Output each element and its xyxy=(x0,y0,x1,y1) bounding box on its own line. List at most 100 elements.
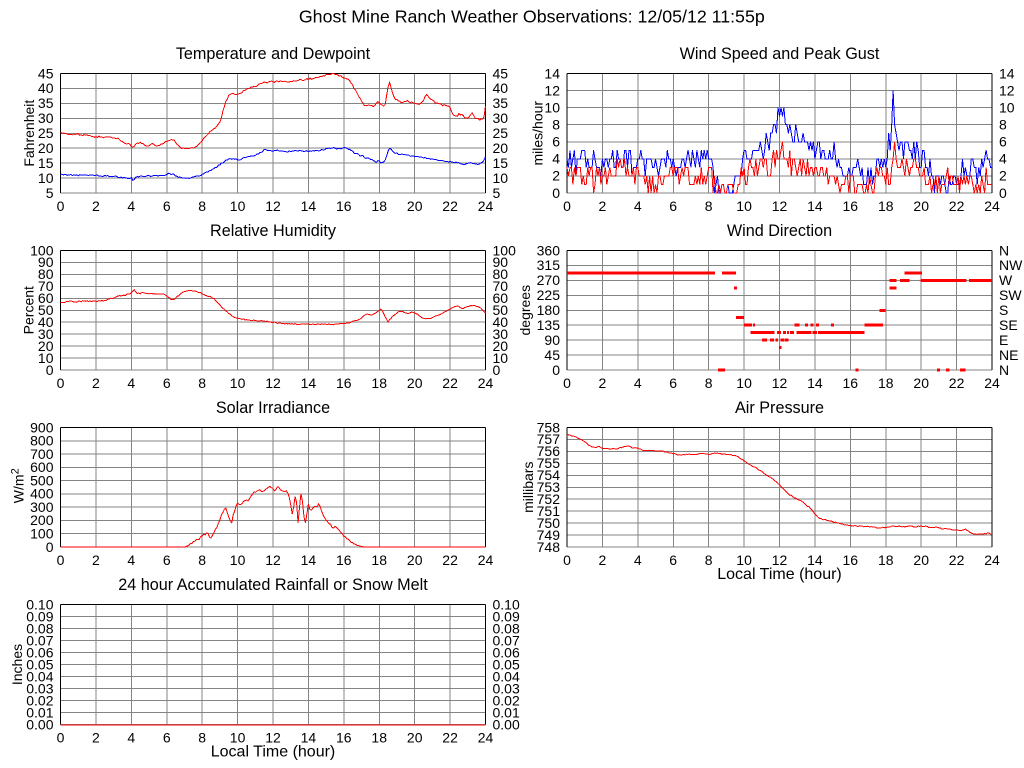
svg-text:35: 35 xyxy=(38,95,54,111)
svg-text:0.02: 0.02 xyxy=(26,692,53,708)
svg-text:20: 20 xyxy=(38,140,54,156)
svg-text:8: 8 xyxy=(198,198,206,214)
svg-text:24: 24 xyxy=(984,375,1000,391)
svg-text:22: 22 xyxy=(949,552,965,568)
svg-text:0.04: 0.04 xyxy=(493,668,520,684)
svg-text:2: 2 xyxy=(552,168,560,184)
svg-text:5: 5 xyxy=(46,185,54,201)
svg-text:40: 40 xyxy=(493,314,509,330)
svg-text:0: 0 xyxy=(999,185,1007,201)
svg-text:degrees: degrees xyxy=(517,285,533,336)
svg-text:22: 22 xyxy=(442,375,458,391)
svg-text:20: 20 xyxy=(407,730,423,746)
svg-text:90: 90 xyxy=(544,332,560,348)
svg-text:0: 0 xyxy=(46,539,54,555)
svg-text:Wind Speed and Peak Gust: Wind Speed and Peak Gust xyxy=(680,45,880,63)
svg-text:45: 45 xyxy=(544,347,560,363)
svg-text:10: 10 xyxy=(230,552,246,568)
svg-text:10: 10 xyxy=(999,99,1015,115)
svg-text:12: 12 xyxy=(265,198,281,214)
svg-text:SE: SE xyxy=(999,317,1018,333)
svg-text:16: 16 xyxy=(336,730,352,746)
svg-text:8: 8 xyxy=(999,117,1007,133)
svg-text:14: 14 xyxy=(301,730,317,746)
svg-text:4: 4 xyxy=(552,151,560,167)
svg-text:14: 14 xyxy=(544,65,560,81)
svg-text:12: 12 xyxy=(772,198,788,214)
svg-text:22: 22 xyxy=(442,198,458,214)
svg-text:6: 6 xyxy=(163,730,171,746)
svg-text:2: 2 xyxy=(92,730,100,746)
svg-text:16: 16 xyxy=(843,198,859,214)
svg-text:30: 30 xyxy=(38,326,54,342)
svg-text:12: 12 xyxy=(772,375,788,391)
svg-text:N: N xyxy=(999,242,1009,258)
svg-text:E: E xyxy=(999,332,1008,348)
svg-text:50: 50 xyxy=(493,302,509,318)
svg-text:20: 20 xyxy=(38,338,54,354)
svg-text:8: 8 xyxy=(198,730,206,746)
svg-text:millibars: millibars xyxy=(520,462,536,513)
svg-text:40: 40 xyxy=(493,80,509,96)
svg-text:8: 8 xyxy=(705,375,713,391)
svg-text:80: 80 xyxy=(493,266,509,282)
svg-text:12: 12 xyxy=(265,552,281,568)
svg-text:12: 12 xyxy=(999,82,1015,98)
svg-text:35: 35 xyxy=(493,95,509,111)
svg-text:10: 10 xyxy=(493,350,509,366)
svg-text:200: 200 xyxy=(30,512,54,528)
svg-text:30: 30 xyxy=(493,110,509,126)
svg-text:45: 45 xyxy=(38,65,54,81)
svg-text:20: 20 xyxy=(913,375,929,391)
svg-text:20: 20 xyxy=(407,198,423,214)
svg-text:60: 60 xyxy=(38,290,54,306)
svg-text:0.08: 0.08 xyxy=(26,620,53,636)
svg-text:300: 300 xyxy=(30,499,54,515)
svg-text:8: 8 xyxy=(198,375,206,391)
svg-text:0: 0 xyxy=(563,375,571,391)
svg-text:Temperature and Dewpoint: Temperature and Dewpoint xyxy=(176,45,371,63)
svg-text:6: 6 xyxy=(999,134,1007,150)
svg-text:10: 10 xyxy=(38,350,54,366)
svg-text:0.10: 0.10 xyxy=(26,596,53,612)
svg-text:0.06: 0.06 xyxy=(26,644,53,660)
svg-text:Ghost Mine Ranch Weather Obser: Ghost Mine Ranch Weather Observations: 1… xyxy=(299,7,765,27)
svg-text:0.10: 0.10 xyxy=(493,596,520,612)
svg-text:8: 8 xyxy=(198,552,206,568)
svg-text:14: 14 xyxy=(301,198,317,214)
svg-text:8: 8 xyxy=(552,117,560,133)
svg-text:14: 14 xyxy=(301,552,317,568)
svg-text:15: 15 xyxy=(493,155,509,171)
svg-text:S: S xyxy=(999,302,1008,318)
svg-text:600: 600 xyxy=(30,459,54,475)
svg-text:70: 70 xyxy=(38,278,54,294)
svg-text:18: 18 xyxy=(878,552,894,568)
svg-text:800: 800 xyxy=(30,433,54,449)
svg-text:749: 749 xyxy=(537,527,561,543)
svg-text:2: 2 xyxy=(92,198,100,214)
svg-text:18: 18 xyxy=(371,198,387,214)
svg-text:24: 24 xyxy=(478,730,494,746)
svg-text:180: 180 xyxy=(537,302,561,318)
svg-text:30: 30 xyxy=(493,326,509,342)
svg-text:Solar Irradiance: Solar Irradiance xyxy=(216,399,330,417)
svg-text:8: 8 xyxy=(705,198,713,214)
svg-text:10: 10 xyxy=(736,375,752,391)
svg-text:18: 18 xyxy=(371,375,387,391)
svg-text:12: 12 xyxy=(772,552,788,568)
svg-text:0.04: 0.04 xyxy=(26,668,53,684)
svg-text:miles/hour: miles/hour xyxy=(529,101,545,166)
svg-text:NE: NE xyxy=(999,347,1018,363)
svg-text:20: 20 xyxy=(493,338,509,354)
svg-text:225: 225 xyxy=(537,287,561,303)
svg-text:900: 900 xyxy=(30,419,54,435)
svg-text:10: 10 xyxy=(736,552,752,568)
svg-text:60: 60 xyxy=(493,290,509,306)
svg-text:315: 315 xyxy=(537,257,561,273)
svg-text:20: 20 xyxy=(407,552,423,568)
svg-text:0.00: 0.00 xyxy=(26,716,53,732)
svg-text:SW: SW xyxy=(999,287,1022,303)
svg-text:14: 14 xyxy=(807,198,823,214)
svg-text:2: 2 xyxy=(92,375,100,391)
svg-text:0.02: 0.02 xyxy=(493,692,520,708)
